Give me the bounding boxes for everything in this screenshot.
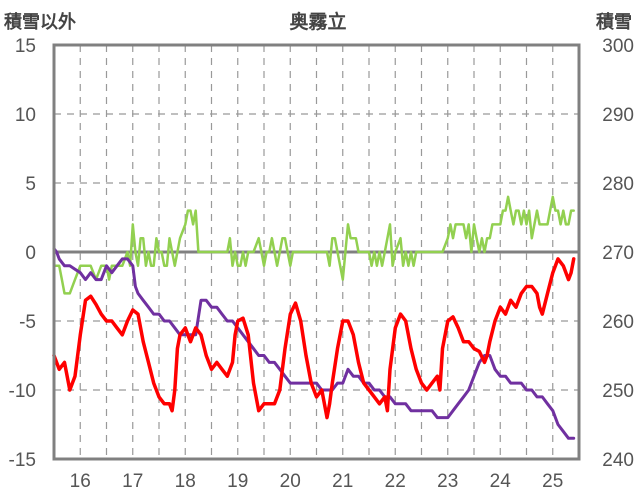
series-line-snow-depth (52, 247, 576, 440)
series-line-other (52, 195, 575, 295)
chart-title: 奥霧立 (289, 10, 346, 33)
y-left-tick-label: 10 (15, 105, 36, 126)
y-right-tick-label: 260 (602, 312, 634, 333)
x-tick-label: 18 (175, 471, 196, 492)
x-tick-label: 16 (70, 471, 91, 492)
y-right-tick-label: 300 (602, 36, 634, 57)
y-right-tick-label: 270 (602, 243, 634, 264)
right-axis-label: 積雪 (595, 11, 632, 33)
y-left-tick-label: 0 (25, 243, 36, 264)
y-right-tick-label: 240 (602, 450, 634, 471)
x-tick-label: 23 (437, 471, 458, 492)
y-right-tick-label: 280 (602, 174, 634, 195)
grid (53, 45, 579, 459)
y-left-tick-label: -15 (9, 450, 36, 471)
x-tick-label: 21 (332, 471, 353, 492)
x-tick-label: 24 (490, 471, 512, 492)
x-tick-label: 22 (385, 471, 406, 492)
y-right-tick-label: 290 (602, 105, 634, 126)
tick-labels: 15 10 5 0 -5 -10 -15 300 290 280 270 260 250 240 16 17 1… (9, 36, 634, 492)
y-left-tick-label: 5 (25, 174, 36, 195)
y-left-tick-label: -5 (19, 312, 36, 333)
series-line-temperature (52, 257, 576, 420)
x-tick-label: 25 (542, 471, 563, 492)
y-left-tick-label: 15 (15, 36, 36, 57)
x-tick-label: 20 (280, 471, 301, 492)
plot-frame (52, 43, 581, 461)
y-left-tick-label: -10 (9, 381, 36, 402)
x-tick-label: 17 (122, 471, 143, 492)
y-right-tick-label: 250 (602, 381, 634, 402)
x-tick-label: 19 (227, 471, 248, 492)
series-group (52, 195, 576, 440)
left-axis-label: 積雪以外 (3, 11, 76, 33)
